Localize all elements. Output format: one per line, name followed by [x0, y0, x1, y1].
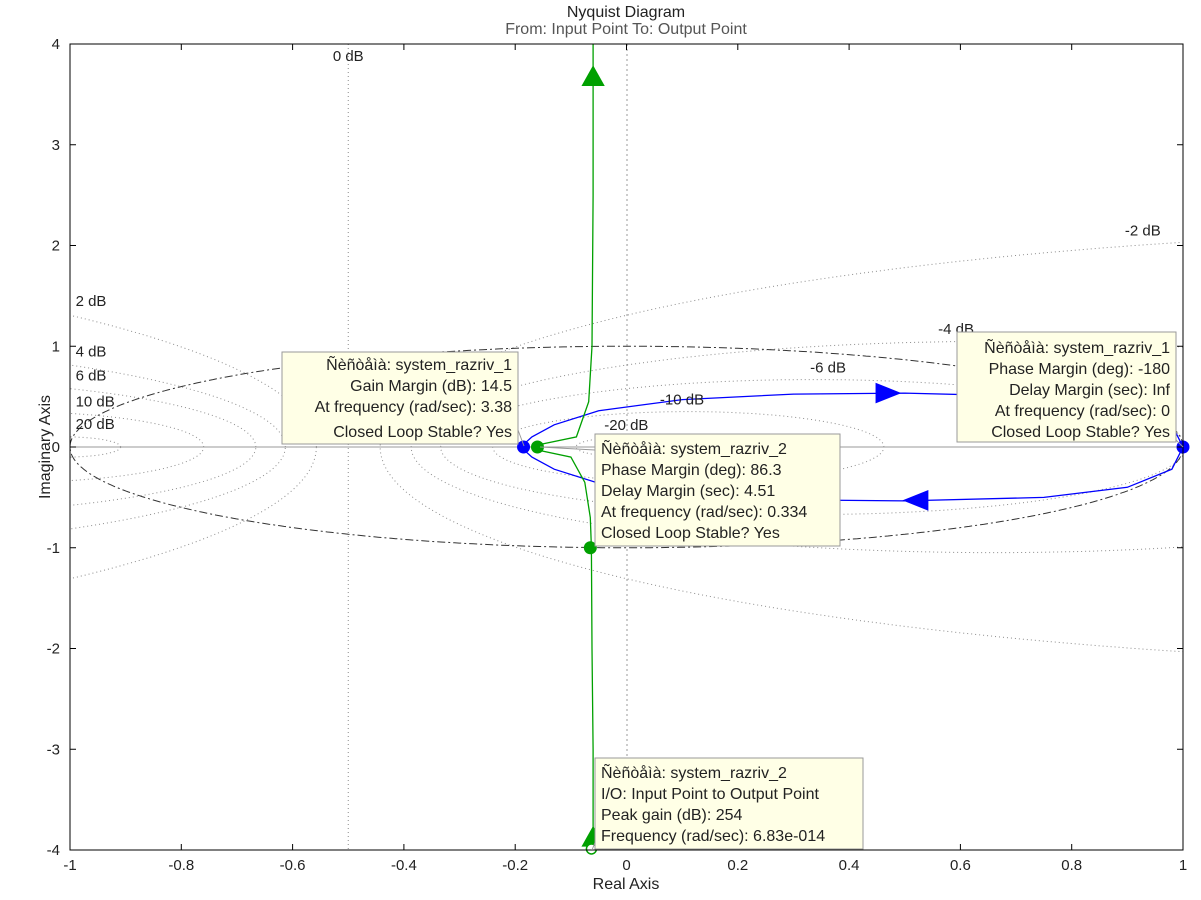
datatip-line: Ñèñòåìà: system_razriv_1 [984, 337, 1170, 357]
x-tick-label: 0.4 [839, 857, 860, 874]
datatip-line: Peak gain (dB): 254 [601, 807, 743, 824]
datatip-line: Closed Loop Stable? Yes [601, 525, 780, 542]
datatip-pointer [539, 446, 596, 451]
datatip-line: Gain Margin (dB): 14.5 [350, 378, 512, 395]
unit-circle-line [70, 345, 1183, 549]
datatip-marker [583, 541, 597, 555]
x-tick-label: -0.4 [391, 857, 417, 874]
datatip-line: Delay Margin (sec): Inf [1009, 382, 1170, 399]
y-tick-label: -2 [47, 641, 60, 658]
datatip-line: Ñèñòåìà: system_razriv_2 [601, 762, 787, 782]
x-tick-label: -0.8 [168, 857, 194, 874]
x-tick-label: 1 [1179, 857, 1187, 874]
m-circle-label: 6 dB [76, 368, 107, 385]
datatip-line: At frequency (rad/sec): 0.334 [601, 504, 807, 521]
x-tick-label: 0.6 [950, 857, 971, 874]
direction-arrow [581, 65, 605, 86]
y-tick-label: 2 [52, 238, 60, 255]
y-axis-label: Imaginary Axis [37, 395, 54, 499]
unit-circle [70, 345, 1183, 549]
datatip-line: Ñèñòåìà: system_razriv_1 [326, 354, 512, 374]
direction-arrow [902, 490, 929, 511]
x-tick-label: 0 [622, 857, 630, 874]
y-tick-label: 3 [52, 137, 60, 154]
y-tick-label: 0 [52, 439, 60, 456]
datatip-line: At frequency (rad/sec): 0 [995, 403, 1170, 420]
x-tick-label: -0.2 [502, 857, 528, 874]
datatip-phase-margin-sys1[interactable]: Ñèñòåìà: system_razriv_1 Phase Margin (d… [956, 331, 1184, 448]
x-tick-label: -1 [63, 857, 76, 874]
datatip-line: Phase Margin (deg): -180 [989, 361, 1171, 378]
m-circle-label: 4 dB [76, 343, 107, 360]
m-circle-label: -6 dB [810, 359, 846, 376]
x-tick-label: -0.6 [280, 857, 306, 874]
direction-arrow [875, 382, 902, 404]
y-tick-label: -1 [47, 540, 60, 557]
m-circle-label: -20 dB [604, 417, 648, 434]
datatip-line: Closed Loop Stable? Yes [991, 424, 1170, 441]
m-circle-label: -10 dB [660, 392, 704, 409]
m-circle-line [440, 379, 1183, 515]
datatip-line: Delay Margin (sec): 4.51 [601, 483, 775, 500]
m-circle-label: 20 dB [76, 416, 115, 433]
m-circle-label: 10 dB [76, 394, 115, 411]
x-axis-label: Real Axis [593, 876, 660, 893]
chart-subtitle: From: Input Point To: Output Point [505, 21, 747, 38]
nyquist-markers [517, 440, 1190, 855]
y-tick-label: 1 [52, 338, 60, 355]
axis-ticks: -1 -0.8 -0.6 -0.4 -0.2 0 0.2 0.4 0.6 0.8 1 -4 -3 -2 -1… [47, 36, 1188, 874]
datatip-marker [517, 440, 531, 454]
datatip-pointer [1175, 439, 1184, 448]
datatip-pointer [517, 429, 525, 447]
datatip-line: Ñèñòåìà: system_razriv_2 [601, 438, 787, 458]
datatip-line: Phase Margin (deg): 86.3 [601, 462, 782, 479]
m-circle-label: 0 dB [333, 48, 364, 65]
datatip-phase-margin-sys2[interactable]: Ñèñòåìà: system_razriv_2 Phase Margin (d… [539, 433, 841, 547]
y-tick-label: -4 [47, 842, 60, 859]
datatip-gain-margin-sys1[interactable]: Ñèñòåìà: system_razriv_1 Gain Margin (dB… [281, 351, 525, 447]
m-circle-label: 2 dB [76, 293, 107, 310]
y-tick-label: 4 [52, 36, 60, 53]
y-tick-label: -3 [47, 741, 60, 758]
x-tick-label: 0.8 [1061, 857, 1082, 874]
chart-title: Nyquist Diagram [567, 4, 685, 21]
x-tick-label: 0.2 [727, 857, 748, 874]
m-circle-label: -2 dB [1125, 222, 1161, 239]
datatip-peak-gain-sys2[interactable]: Ñèñòåìà: system_razriv_2 I/O: Input Poin… [591, 757, 864, 851]
datatip-line: Frequency (rad/sec): 6.83e-014 [601, 828, 825, 845]
datatip-line: At frequency (rad/sec): 3.38 [315, 399, 513, 416]
datatip-line: Closed Loop Stable? Yes [333, 424, 512, 441]
datatip-line: I/O: Input Point to Output Point [601, 786, 819, 803]
